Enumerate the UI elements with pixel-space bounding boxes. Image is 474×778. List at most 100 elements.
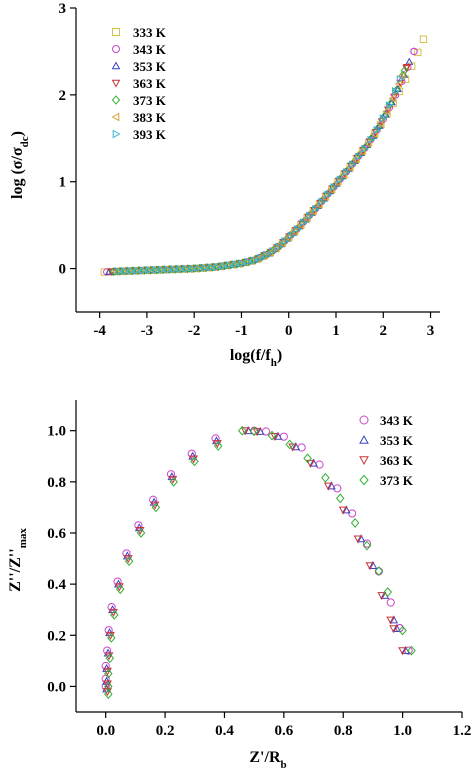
data-point bbox=[269, 247, 277, 256]
legend-label: 353 K bbox=[133, 59, 167, 74]
data-point bbox=[315, 460, 324, 469]
data-point bbox=[219, 262, 228, 271]
legend-marker bbox=[359, 456, 369, 466]
legend-label: 363 K bbox=[133, 76, 167, 91]
data-point bbox=[124, 556, 134, 567]
data-point bbox=[361, 144, 369, 153]
data-point bbox=[377, 592, 387, 601]
data-point bbox=[151, 502, 161, 513]
data-point bbox=[267, 430, 277, 441]
data-point bbox=[353, 535, 363, 544]
data-point bbox=[285, 439, 295, 450]
data-point bbox=[291, 442, 301, 451]
data-point bbox=[249, 426, 259, 437]
data-point bbox=[104, 626, 113, 635]
x-tick-label: -2 bbox=[188, 323, 201, 339]
data-point bbox=[201, 263, 209, 272]
legend-label: 363 K bbox=[380, 453, 414, 468]
data-point bbox=[401, 645, 411, 655]
data-point bbox=[389, 625, 399, 634]
data-point bbox=[293, 225, 301, 234]
data-point bbox=[303, 453, 312, 464]
data-point bbox=[207, 263, 215, 272]
data-point bbox=[386, 598, 395, 607]
data-point bbox=[108, 608, 118, 617]
y-tick-label: 0.8 bbox=[47, 475, 66, 491]
y-tick-label: 1.0 bbox=[47, 424, 66, 440]
x-tick-label: 3 bbox=[427, 323, 435, 339]
y-tick-label: 0.2 bbox=[47, 628, 66, 644]
data-point bbox=[146, 266, 154, 275]
data-point bbox=[149, 495, 158, 504]
data-point bbox=[110, 609, 119, 620]
legend-label: 333 K bbox=[133, 25, 167, 40]
x-axis-label: Z'/Rb bbox=[249, 749, 286, 771]
legend: 343 K 353 K 363 K 373 K bbox=[359, 413, 414, 488]
data-point bbox=[101, 661, 110, 671]
legend-label: 373 K bbox=[380, 473, 414, 488]
chart-conductivity-scaling: -4 -3 -2 -1 0 1 2 3 0 1 2 3 log(f/fh) log (σ/σdc) 333 … bbox=[9, 1, 440, 369]
data-point bbox=[385, 101, 394, 110]
data-point bbox=[166, 470, 176, 479]
data-point bbox=[136, 528, 146, 538]
data-point bbox=[121, 267, 129, 276]
x-tick-label: 2 bbox=[380, 323, 388, 339]
data-point bbox=[244, 257, 252, 266]
data-point bbox=[134, 521, 143, 530]
data-point bbox=[382, 107, 390, 116]
data-point bbox=[127, 266, 136, 275]
data-point bbox=[306, 459, 316, 468]
data-point bbox=[419, 35, 428, 43]
data-point bbox=[350, 518, 360, 528]
data-point bbox=[243, 426, 253, 435]
x-tick-label: 0.4 bbox=[215, 723, 234, 739]
data-point bbox=[238, 425, 247, 436]
data-point bbox=[410, 47, 418, 56]
data-point bbox=[135, 527, 145, 536]
data-point bbox=[255, 426, 265, 435]
data-point bbox=[104, 652, 114, 661]
legend-label: 393 K bbox=[133, 127, 167, 142]
data-point bbox=[152, 265, 160, 275]
x-tick-label: 0.2 bbox=[156, 723, 175, 739]
data-point bbox=[309, 458, 318, 467]
x-axis-label: log(f/fh) bbox=[230, 347, 282, 369]
data-point bbox=[212, 440, 222, 449]
data-point bbox=[405, 57, 414, 65]
x-tick-label: 0 bbox=[285, 323, 293, 339]
data-point bbox=[388, 94, 396, 103]
data-point bbox=[321, 472, 330, 483]
y-tick-label: 1 bbox=[59, 175, 67, 191]
data-point bbox=[104, 681, 113, 692]
data-point bbox=[362, 540, 372, 551]
series-373-k bbox=[104, 425, 416, 700]
y-axis-label: Z''/Z''max bbox=[7, 528, 29, 592]
data-point bbox=[386, 616, 396, 625]
data-point bbox=[379, 114, 388, 123]
legend-marker bbox=[112, 45, 120, 53]
data-point bbox=[232, 260, 240, 269]
data-point bbox=[107, 632, 116, 643]
data-point bbox=[323, 482, 333, 491]
x-tick-label: 1.2 bbox=[453, 723, 472, 739]
y-tick-label: 0.0 bbox=[47, 679, 66, 695]
data-point bbox=[342, 168, 351, 177]
legend-marker bbox=[111, 112, 120, 122]
data-point bbox=[356, 534, 366, 543]
data-point bbox=[164, 265, 172, 274]
legend-marker bbox=[111, 95, 121, 105]
series-363-k bbox=[103, 427, 408, 697]
legend-label: 353 K bbox=[380, 433, 414, 448]
legend: 333 K 343 K 353 K 363 K 373 K 383 K 393 K bbox=[111, 25, 167, 142]
legend-marker bbox=[112, 129, 121, 139]
data-point bbox=[333, 484, 342, 493]
data-point bbox=[176, 265, 185, 274]
data-point bbox=[373, 125, 381, 134]
data-point bbox=[256, 253, 265, 262]
data-point bbox=[252, 428, 262, 437]
series-393-k bbox=[115, 75, 405, 276]
data-point bbox=[326, 481, 336, 490]
data-point bbox=[363, 140, 372, 148]
data-point bbox=[113, 577, 122, 586]
